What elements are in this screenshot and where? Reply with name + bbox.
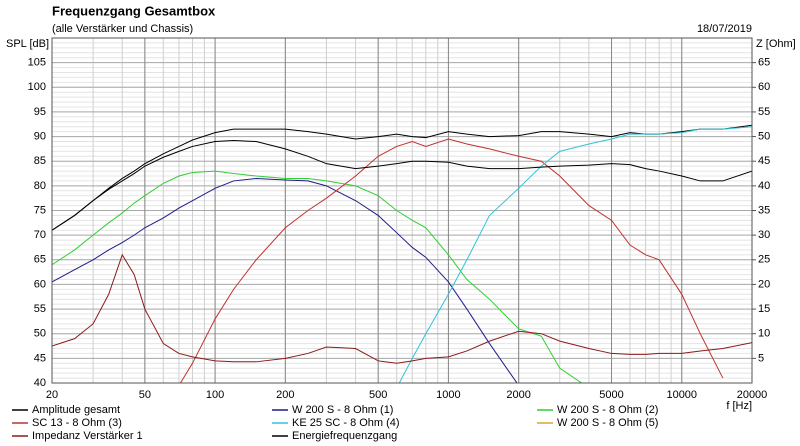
y2-tick-label: 55: [758, 106, 770, 118]
x-tick-label: 2000: [506, 389, 530, 401]
legend-label: W 200 S - 8 Ohm (5): [557, 417, 658, 429]
legend-label: KE 25 SC - 8 Ohm (4): [292, 417, 400, 429]
x-tick-label: 100: [206, 389, 224, 401]
series-line: [52, 124, 752, 231]
y-tick-label: 65: [34, 254, 46, 266]
y2-tick-label: 25: [758, 254, 770, 266]
x-tick-label: 1000: [436, 389, 460, 401]
y-tick-label: 85: [34, 155, 46, 167]
y2-tick-label: 35: [758, 204, 770, 216]
y-tick-label: 50: [34, 328, 46, 340]
y-tick-label: 45: [34, 352, 46, 364]
series-line: [52, 177, 518, 383]
y-tick-label: 95: [34, 106, 46, 118]
x-tick-label: 500: [369, 389, 387, 401]
y-tick-label: 90: [34, 130, 46, 142]
y-tick-label: 40: [34, 377, 46, 389]
y-axis-label: SPL [dB]: [6, 38, 49, 50]
y2-tick-label: 40: [758, 180, 770, 192]
legend-label: Amplitude gesamt: [32, 404, 120, 416]
series-line: [52, 170, 583, 383]
x-tick-label: 20: [46, 389, 58, 401]
y-tick-label: 100: [28, 81, 46, 93]
series-line: [52, 253, 752, 364]
x-tick-label: 10000: [666, 389, 697, 401]
series-line: [398, 126, 752, 383]
y2-tick-label: 10: [758, 328, 770, 340]
y-tick-label: 105: [28, 57, 46, 69]
y2-tick-label: 30: [758, 229, 770, 241]
y2-axis-label: Z [Ohm]: [756, 38, 796, 50]
chart-date: 18/07/2019: [697, 23, 752, 35]
y-tick-label: 75: [34, 204, 46, 216]
y2-tick-label: 5: [758, 352, 764, 364]
x-tick-label: 5000: [599, 389, 623, 401]
legend-label: SC 13 - 8 Ohm (3): [32, 417, 122, 429]
legend-label: Energiefrequenzgang: [292, 430, 397, 442]
y2-tick-label: 65: [758, 57, 770, 69]
y2-tick-label: 15: [758, 303, 770, 315]
y2-tick-label: 20: [758, 278, 770, 290]
x-axis-label: f [Hz]: [726, 400, 752, 412]
y-tick-label: 55: [34, 303, 46, 315]
x-tick-label: 50: [139, 389, 151, 401]
x-tick-label: 20000: [737, 389, 768, 401]
series-line: [179, 138, 724, 383]
legend-label: W 200 S - 8 Ohm (1): [292, 404, 393, 416]
y2-tick-label: 60: [758, 81, 770, 93]
y-tick-label: 70: [34, 229, 46, 241]
legend-label: W 200 S - 8 Ohm (2): [557, 404, 658, 416]
legend-label: Impedanz Verstärker 1: [32, 430, 143, 442]
y2-tick-label: 45: [758, 155, 770, 167]
y2-tick-label: 50: [758, 130, 770, 142]
chart-subtitle: (alle Verstärker und Chassis): [52, 23, 193, 35]
series-line: [52, 140, 752, 231]
y-tick-label: 60: [34, 278, 46, 290]
y-tick-label: 80: [34, 180, 46, 192]
chart-title: Frequenzgang Gesamtbox: [52, 3, 216, 18]
x-tick-label: 200: [276, 389, 294, 401]
